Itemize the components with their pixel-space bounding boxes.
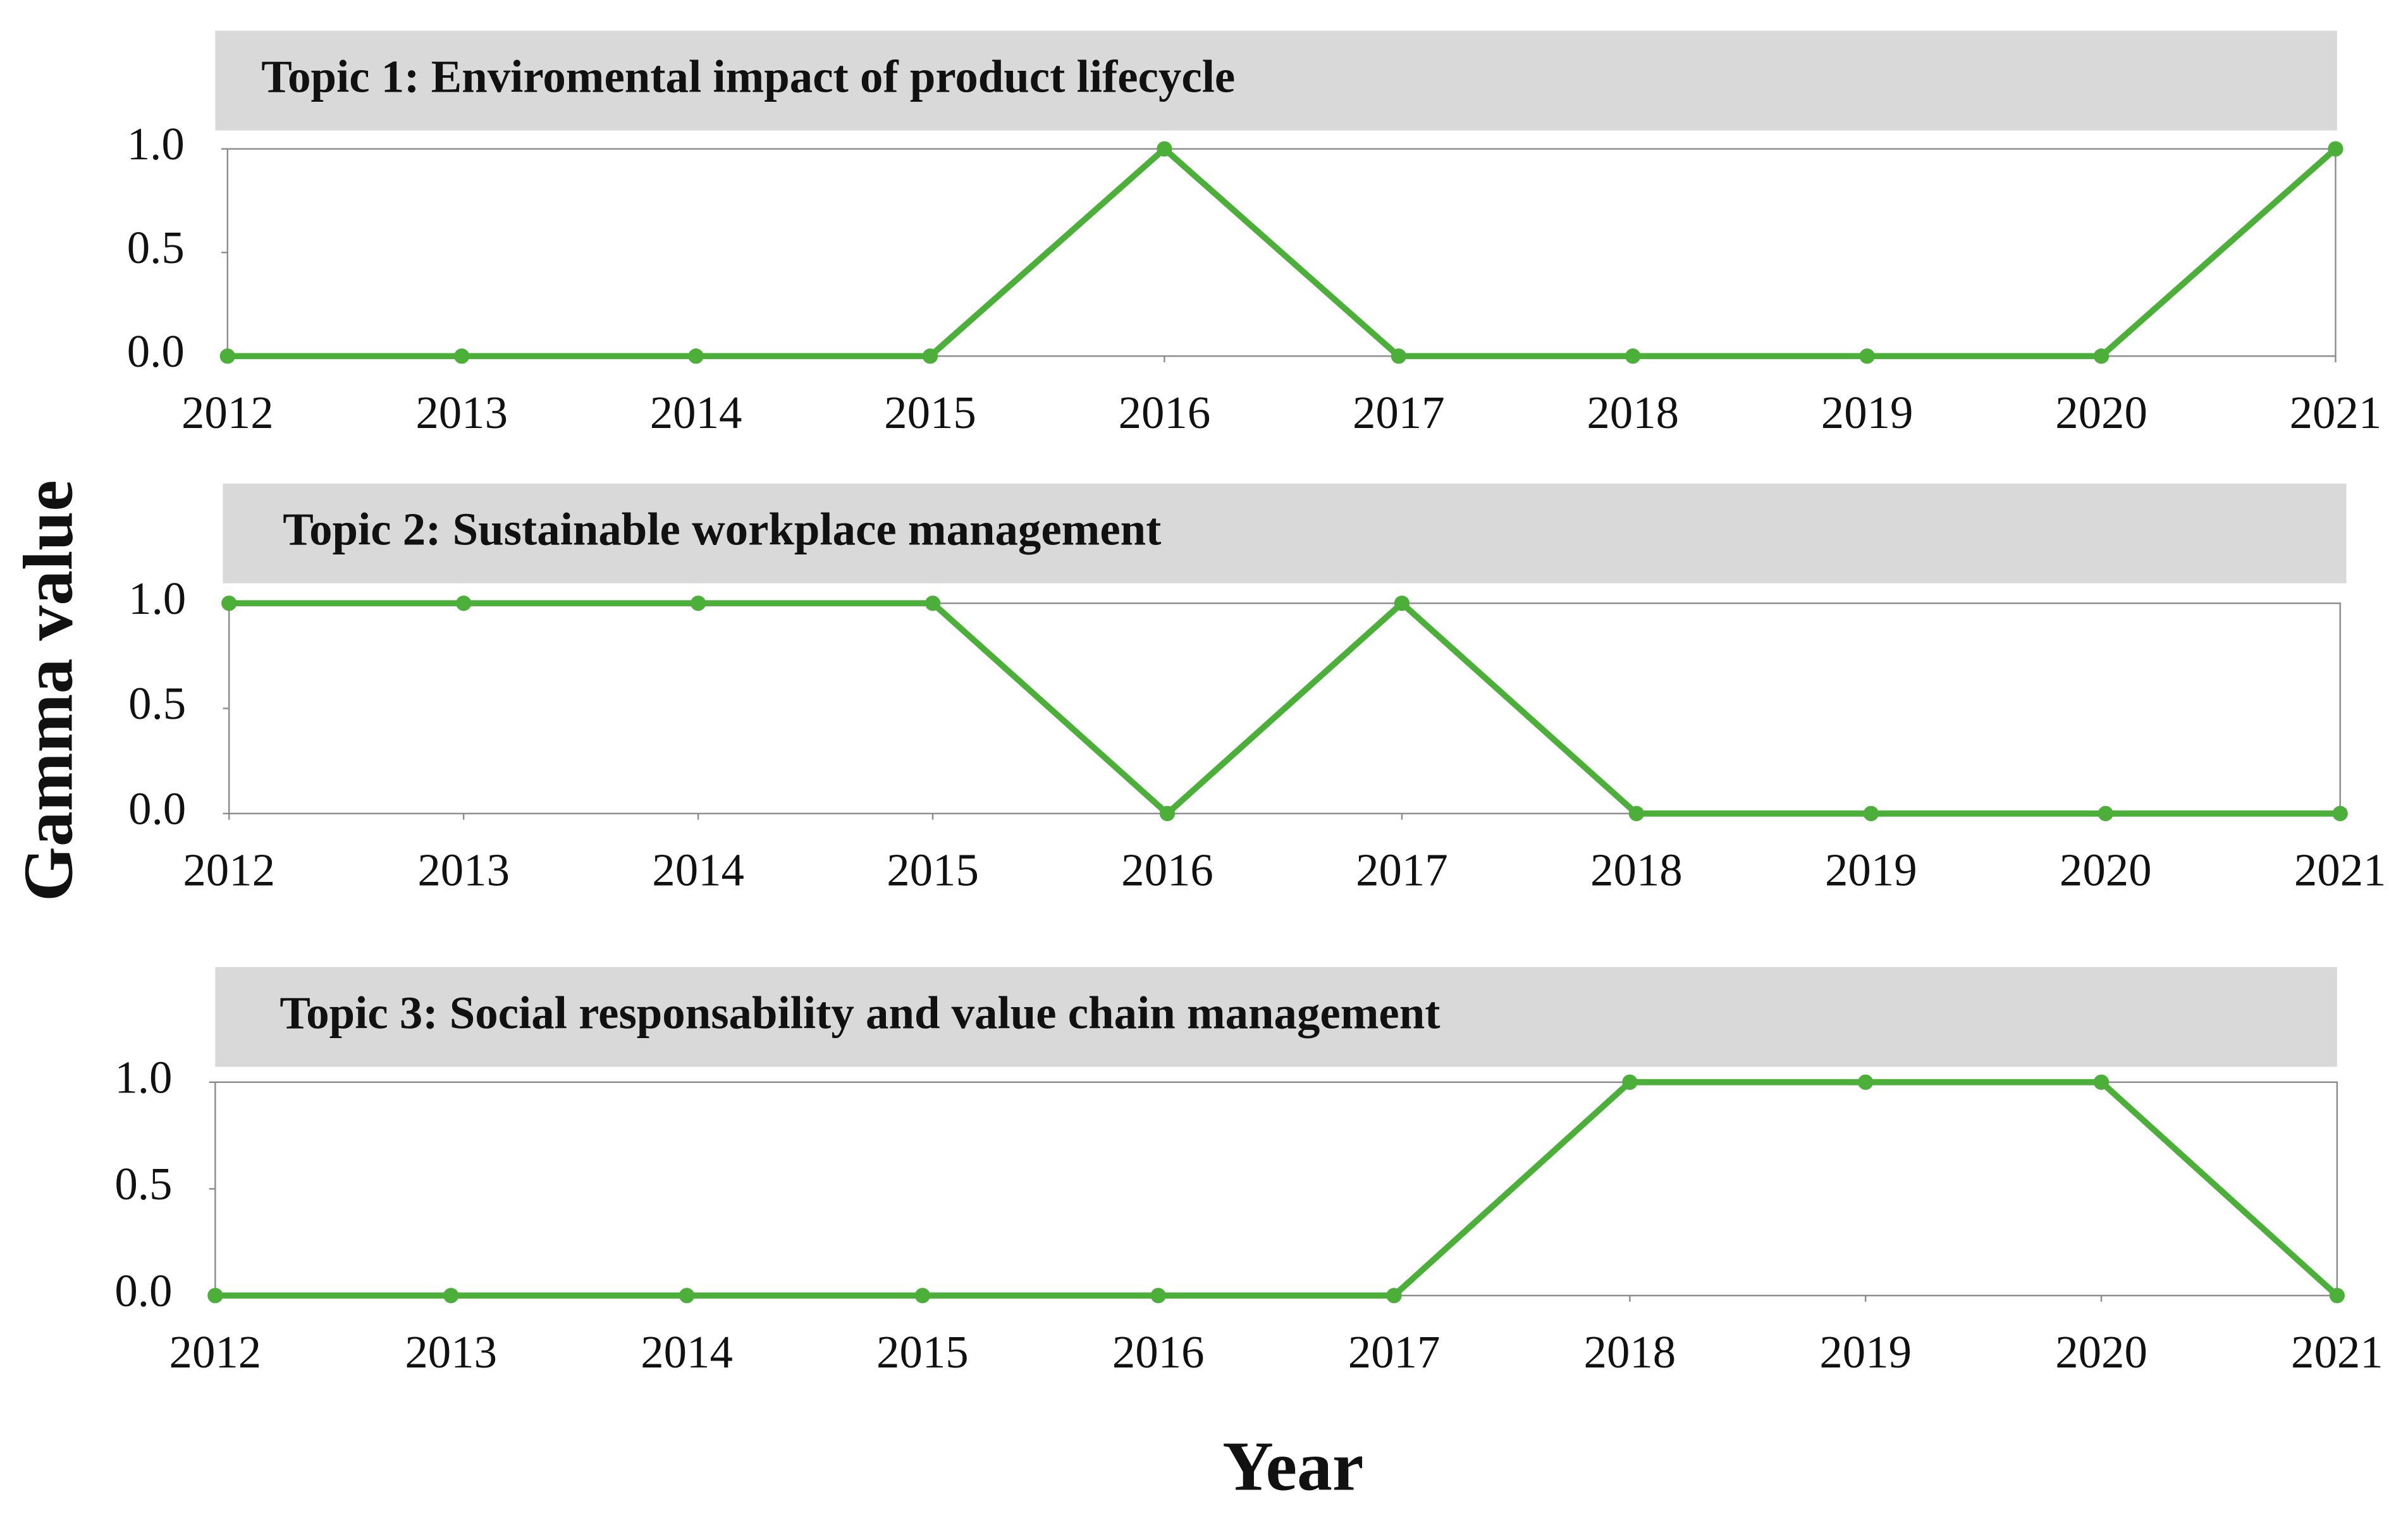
x-tick-label: 2013 — [415, 387, 508, 438]
data-point — [1859, 348, 1875, 364]
data-point — [679, 1288, 695, 1304]
data-point — [924, 596, 941, 611]
data-point — [454, 348, 470, 364]
x-tick-label: 2017 — [1348, 1326, 1440, 1378]
y-tick-label: 0.5 — [114, 1158, 172, 1209]
x-tick-label: 2014 — [641, 1326, 733, 1378]
y-tick-label: 1.0 — [128, 573, 186, 624]
data-point — [2093, 348, 2110, 364]
y-tick-label: 0.5 — [128, 678, 186, 729]
chart-title: Topic 2: Sustainable workplace managemen… — [283, 504, 1161, 555]
x-axis-label: Year — [1222, 1428, 1363, 1506]
x-tick-label: 2016 — [1112, 1326, 1205, 1378]
data-point — [1150, 1288, 1166, 1304]
data-point — [456, 596, 472, 611]
y-tick-label: 0.0 — [128, 783, 186, 835]
data-point — [1159, 805, 1176, 821]
x-tick-label: 2018 — [1587, 387, 1679, 438]
x-tick-label: 2014 — [652, 845, 744, 896]
x-tick-label: 2015 — [884, 387, 976, 438]
data-point — [1625, 348, 1641, 364]
chart-title: Topic 3: Social responsability and value… — [280, 987, 1440, 1038]
data-point — [443, 1288, 459, 1304]
y-axis-label: Gamma value — [9, 480, 87, 902]
x-tick-label: 2012 — [169, 1326, 262, 1378]
x-tick-label: 2013 — [405, 1326, 497, 1378]
x-tick-label: 2020 — [2055, 387, 2147, 438]
x-tick-label: 2018 — [1590, 845, 1683, 896]
data-point — [2332, 805, 2348, 821]
x-tick-label: 2021 — [2294, 845, 2386, 896]
data-point — [219, 348, 235, 364]
x-tick-label: 2015 — [887, 845, 979, 896]
x-tick-label: 2019 — [1819, 1326, 1912, 1378]
data-point — [914, 1288, 931, 1304]
data-point — [221, 596, 237, 611]
data-point — [2328, 141, 2344, 157]
x-tick-label: 2016 — [1119, 387, 1211, 438]
title-bar — [223, 483, 2347, 584]
y-tick-label: 0.5 — [127, 222, 185, 273]
x-tick-label: 2015 — [876, 1326, 969, 1378]
data-line — [227, 145, 2338, 360]
x-tick-label: 2017 — [1356, 845, 1448, 896]
chart-title: Topic 1: Enviromental impact of product … — [261, 51, 1235, 102]
data-point — [1628, 805, 1645, 821]
x-tick-label: 2020 — [2055, 1326, 2147, 1378]
x-tick-label: 2014 — [650, 387, 742, 438]
data-point — [1394, 596, 1410, 611]
data-point — [207, 1288, 223, 1304]
data-point — [1622, 1074, 1638, 1090]
x-tick-label: 2019 — [1825, 845, 1917, 896]
x-tick-label: 2012 — [183, 845, 275, 896]
y-tick-label: 0.0 — [114, 1265, 172, 1316]
data-line — [229, 600, 2340, 817]
x-tick-label: 2018 — [1584, 1326, 1676, 1378]
x-tick-label: 2019 — [1821, 387, 1914, 438]
x-tick-label: 2012 — [181, 387, 274, 438]
y-tick-label: 1.0 — [127, 118, 185, 169]
title-bar — [215, 30, 2337, 131]
data-point — [2093, 1074, 2110, 1090]
data-point — [1858, 1074, 1874, 1090]
data-point — [690, 596, 706, 611]
data-point — [2329, 1288, 2345, 1304]
data-point — [688, 348, 704, 364]
y-tick-label: 0.0 — [127, 326, 185, 377]
data-point — [1157, 141, 1172, 157]
data-line — [215, 1079, 2340, 1299]
x-tick-label: 2021 — [2291, 1326, 2383, 1378]
y-tick-label: 1.0 — [114, 1051, 172, 1103]
data-point — [922, 348, 938, 364]
data-point — [1863, 805, 1879, 821]
title-bar — [215, 967, 2337, 1067]
data-point — [2098, 805, 2113, 821]
x-tick-label: 2017 — [1353, 387, 1445, 438]
x-tick-label: 2013 — [417, 845, 510, 896]
x-tick-label: 2016 — [1121, 845, 1213, 896]
data-point — [1391, 348, 1406, 364]
x-tick-label: 2020 — [2060, 845, 2152, 896]
data-point — [1386, 1288, 1402, 1304]
x-tick-label: 2021 — [2290, 387, 2382, 438]
